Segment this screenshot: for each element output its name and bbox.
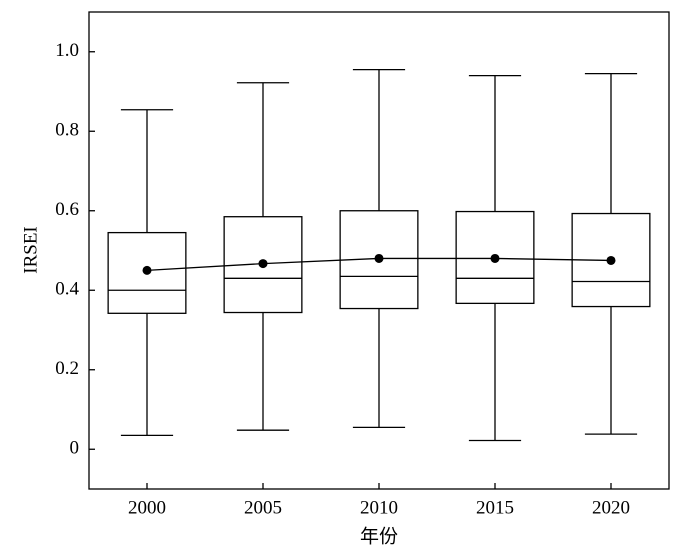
mean-point xyxy=(258,259,268,269)
box xyxy=(107,231,187,314)
x-axis-label: 年份 xyxy=(360,525,398,547)
y-tick-label: 0.6 xyxy=(55,199,79,220)
x-tick-label: 2020 xyxy=(592,497,630,518)
x-tick-label: 2010 xyxy=(360,497,398,518)
mean-point xyxy=(142,265,152,275)
mean-point xyxy=(374,253,384,263)
box xyxy=(223,216,303,314)
x-tick-label: 2000 xyxy=(128,497,166,518)
y-tick-label: 0.8 xyxy=(55,120,79,141)
y-tick-label: 0.4 xyxy=(55,279,79,300)
x-tick-label: 2015 xyxy=(476,497,514,518)
x-tick-label: 2005 xyxy=(244,497,282,518)
y-tick-label: 0 xyxy=(70,438,80,459)
mean-point xyxy=(490,253,500,263)
y-tick-label: 1.0 xyxy=(55,40,79,61)
mean-point xyxy=(606,255,616,265)
y-tick-label: 0.2 xyxy=(55,358,79,379)
box xyxy=(455,210,535,305)
y-axis-label: IRSEI xyxy=(20,226,41,274)
